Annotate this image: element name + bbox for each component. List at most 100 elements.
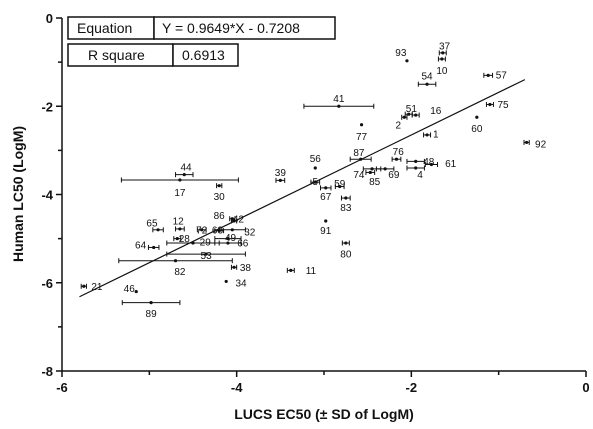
- data-marker: [338, 184, 342, 189]
- data-point-label: 77: [356, 132, 368, 143]
- r-square-value: 0.6913: [182, 47, 225, 63]
- data-marker: [134, 289, 138, 294]
- data-point-63: 63: [212, 225, 225, 236]
- data-marker: [359, 157, 363, 161]
- y-tick-label: -2: [41, 99, 53, 114]
- data-marker: [178, 178, 182, 182]
- data-marker: [402, 115, 406, 119]
- fit-line-layer: [79, 79, 526, 298]
- data-point-label: 37: [439, 42, 451, 53]
- x-axis-title: LUCS EC50 (± SD of LogM): [234, 406, 414, 422]
- y-axis-title: Human LC50 (LogM): [10, 126, 26, 262]
- data-point-77: 77: [356, 123, 368, 143]
- data-point-41: 41: [303, 94, 375, 109]
- data-point-label: 44: [180, 163, 192, 174]
- r-square-label: R square: [88, 47, 145, 63]
- data-point-75: 75: [485, 100, 509, 111]
- data-point-label: 41: [333, 94, 345, 105]
- data-marker: [232, 219, 236, 223]
- data-point-label: 28: [179, 234, 191, 245]
- data-marker: [278, 178, 282, 182]
- data-marker: [414, 159, 418, 164]
- data-point-label: 54: [421, 72, 433, 83]
- data-point-label: 10: [436, 66, 448, 77]
- y-tick-label: -6: [41, 276, 53, 291]
- data-point-57: 57: [483, 70, 508, 81]
- equation-value-cell: [153, 16, 336, 40]
- data-point-label: 60: [471, 124, 483, 135]
- data-marker: [82, 284, 86, 288]
- equation-value: Y = 0.9649*X - 0.7208: [162, 20, 300, 36]
- data-point-label: 72: [196, 225, 208, 236]
- data-point-label: 46: [124, 284, 136, 295]
- data-marker: [149, 301, 153, 305]
- data-marker: [488, 102, 492, 107]
- data-point-label: 1: [433, 130, 439, 141]
- data-marker: [217, 184, 221, 188]
- data-point-12: 12: [173, 216, 185, 232]
- data-point-4: 4: [406, 165, 425, 181]
- data-marker: [344, 196, 348, 200]
- data-point-label: 39: [275, 168, 287, 179]
- data-point-32: 32: [218, 227, 256, 239]
- data-point-label: 48: [423, 157, 435, 168]
- data-point-82: 82: [118, 258, 233, 278]
- data-point-44: 44: [175, 163, 194, 178]
- data-point-label: 69: [388, 170, 400, 181]
- data-point-label: 42: [233, 214, 245, 225]
- data-point-48: 48: [406, 157, 435, 168]
- data-point-64: 64: [135, 241, 160, 252]
- data-marker: [156, 228, 160, 232]
- data-marker: [175, 237, 179, 241]
- axes: -6 -4 -2 00-2-4-6-8: [41, 11, 589, 395]
- data-point-label: 63: [212, 225, 224, 236]
- data-marker: [440, 57, 444, 61]
- data-point-label: 61: [445, 159, 457, 170]
- data-point-label: 92: [535, 139, 547, 150]
- data-point-28: 28: [173, 234, 191, 245]
- data-point-label: 85: [369, 177, 381, 188]
- data-point-16: 16: [411, 106, 442, 118]
- data-point-label: 57: [496, 70, 508, 81]
- data-marker: [173, 259, 178, 263]
- data-point-60: 60: [471, 115, 483, 135]
- data-point-label: 56: [310, 154, 322, 165]
- data-marker: [441, 51, 445, 55]
- data-marker: [313, 180, 317, 184]
- data-marker: [414, 166, 418, 170]
- data-point-label: 32: [244, 228, 256, 239]
- data-marker: [425, 82, 429, 86]
- data-point-label: 12: [173, 216, 185, 227]
- data-point-label: 65: [146, 219, 158, 230]
- data-marker: [224, 279, 228, 284]
- data-point-83: 83: [340, 195, 352, 214]
- data-point-65: 65: [146, 219, 164, 233]
- data-point-69: 69: [375, 166, 400, 181]
- data-point-34: 34: [224, 278, 247, 289]
- data-point-46: 46: [124, 284, 138, 295]
- data-point-29: 29: [166, 238, 220, 249]
- data-point-label: 76: [393, 147, 405, 158]
- data-point-17: 17: [120, 177, 239, 199]
- data-point-53: 53: [166, 251, 246, 262]
- data-point-label: 82: [174, 267, 186, 278]
- data-point-label: 21: [91, 282, 103, 293]
- data-point-93: 93: [395, 48, 409, 63]
- data-point-label: 89: [146, 309, 158, 320]
- data-point-label: 74: [353, 170, 365, 181]
- data-point-38: 38: [230, 263, 251, 274]
- data-marker: [324, 186, 328, 190]
- data-point-label: 29: [200, 238, 212, 249]
- regression-line: [79, 79, 526, 298]
- data-point-91: 91: [320, 219, 332, 237]
- data-marker: [486, 73, 490, 77]
- data-point-85: 85: [365, 169, 381, 188]
- data-point-label: 4: [417, 170, 423, 181]
- data-point-label: 83: [340, 203, 352, 214]
- data-marker: [152, 245, 156, 250]
- data-marker: [414, 113, 418, 117]
- data-point-89: 89: [121, 300, 181, 320]
- data-point-61: 61: [424, 159, 457, 170]
- data-point-2: 2: [395, 114, 408, 131]
